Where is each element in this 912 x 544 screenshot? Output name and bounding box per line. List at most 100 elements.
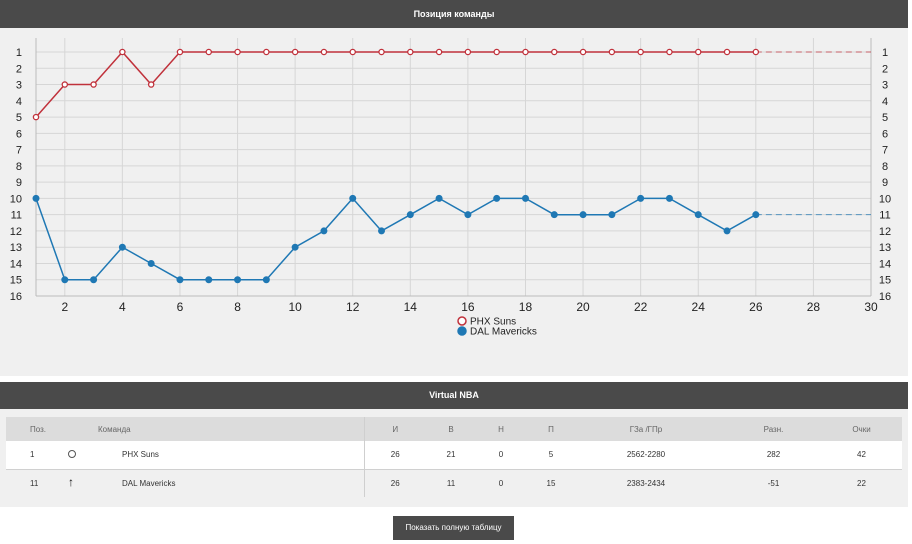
y-tick-label-right: 2 xyxy=(882,63,888,75)
legend-label-0: PHX Suns xyxy=(470,317,516,328)
x-tick-label: 2 xyxy=(61,300,68,314)
row-draws: 0 xyxy=(476,469,526,497)
series-line-0 xyxy=(35,50,756,118)
data-point xyxy=(147,81,155,88)
data-point xyxy=(205,276,213,284)
table-row[interactable]: 1 PHX Suns 26 21 0 5 2562-2280 282 42 xyxy=(6,441,902,470)
arrow-up-icon: ↑ xyxy=(68,469,98,497)
y-tick-label-left: 4 xyxy=(16,96,22,108)
standings-table: Поз. Команда И В Н П ГЗа /ГПр Разн. Очки… xyxy=(6,417,902,497)
header-icon xyxy=(68,417,98,441)
data-point xyxy=(723,227,731,235)
y-tick-label-left: 9 xyxy=(16,177,22,189)
legend-marker-0 xyxy=(457,316,467,326)
row-games: 26 xyxy=(363,441,426,470)
x-tick-label: 28 xyxy=(807,300,821,314)
y-tick-label-left: 6 xyxy=(16,128,22,140)
data-point xyxy=(435,48,443,56)
header-goals: ГЗа /ГПр xyxy=(576,417,716,441)
data-point xyxy=(752,48,760,56)
table-panel-header: Virtual NBA xyxy=(0,382,908,409)
y-tick-label-right: 4 xyxy=(882,96,888,108)
data-point xyxy=(291,243,299,251)
standings-panel: Поз. Команда И В Н П ГЗа /ГПр Разн. Очки… xyxy=(0,409,908,507)
data-point xyxy=(378,227,386,235)
y-tick-label-right: 10 xyxy=(879,193,891,205)
chart-panel: 1 1 2 2 3 3 4 4 5 5 6 6 7 7 8 8 9 9 10 10 11 11 12 12 13 13 14 14 15… xyxy=(0,28,908,376)
row-team: PHX Suns xyxy=(98,441,364,470)
y-tick-label-left: 8 xyxy=(16,161,22,173)
y-tick-label-left: 13 xyxy=(10,242,22,254)
y-tick-label-right: 1 xyxy=(882,47,888,59)
header-team: Команда xyxy=(98,417,364,441)
data-point xyxy=(551,48,558,56)
table-row[interactable]: 11 ↑ DAL Mavericks 26 11 0 15 2383-2434 … xyxy=(6,469,902,497)
x-tick-label: 26 xyxy=(749,300,763,314)
y-tick-label-left: 12 xyxy=(10,226,22,238)
legend-marker-1 xyxy=(457,326,467,336)
y-tick-label-right: 13 xyxy=(879,242,891,254)
data-point xyxy=(119,48,126,56)
y-tick-label-right: 16 xyxy=(879,291,891,303)
show-full-table-button[interactable]: Показать полную таблицу xyxy=(393,516,514,540)
y-tick-label-right: 6 xyxy=(882,128,888,140)
x-tick-label: 20 xyxy=(576,300,590,314)
data-point xyxy=(263,48,270,56)
data-point xyxy=(435,194,443,202)
table-header-row: Поз. Команда И В Н П ГЗа /ГПр Разн. Очки xyxy=(6,417,902,441)
data-point xyxy=(262,276,270,284)
x-tick-label: 8 xyxy=(234,300,241,314)
data-point xyxy=(349,48,356,56)
data-point xyxy=(118,243,126,251)
x-tick-label: 30 xyxy=(864,300,878,314)
y-tick-label-left: 11 xyxy=(11,210,22,222)
data-point xyxy=(205,48,213,56)
x-tick-label: 22 xyxy=(634,300,648,314)
x-tick-label: 14 xyxy=(404,300,418,314)
row-draws: 0 xyxy=(476,441,526,470)
y-tick-label-right: 8 xyxy=(882,161,888,173)
row-pos: 1 xyxy=(6,441,68,470)
row-losses: 5 xyxy=(526,441,576,470)
data-point xyxy=(320,48,328,56)
y-tick-label-left: 15 xyxy=(10,275,22,287)
header-pos: Поз. xyxy=(6,417,68,441)
y-tick-label-right: 15 xyxy=(879,275,891,287)
data-point xyxy=(637,194,645,202)
data-point xyxy=(147,259,155,267)
data-point xyxy=(90,81,97,88)
data-point xyxy=(464,48,472,56)
data-point xyxy=(493,48,500,56)
row-goals: 2383-2434 xyxy=(576,469,716,497)
data-point xyxy=(608,48,616,56)
data-point xyxy=(90,276,98,284)
header-draws: Н xyxy=(476,417,526,441)
x-tick-label: 6 xyxy=(177,300,184,314)
y-tick-label-left: 5 xyxy=(16,112,22,124)
data-point xyxy=(32,194,40,202)
data-point xyxy=(665,194,673,202)
x-tick-label: 16 xyxy=(461,300,475,314)
data-point xyxy=(694,211,702,219)
row-wins: 21 xyxy=(426,441,476,470)
data-point xyxy=(493,194,501,202)
data-point xyxy=(521,194,529,202)
row-points: 42 xyxy=(831,441,902,470)
y-tick-label-right: 14 xyxy=(879,258,891,270)
x-tick-label: 10 xyxy=(288,300,302,314)
ring-icon xyxy=(68,441,98,470)
legend-label-1: DAL Mavericks xyxy=(470,327,537,338)
data-point xyxy=(666,48,673,56)
data-point xyxy=(378,48,385,56)
data-point xyxy=(550,211,558,219)
x-tick-label: 18 xyxy=(519,300,533,314)
y-tick-label-left: 16 xyxy=(10,291,22,303)
data-point xyxy=(320,227,328,235)
y-tick-label-right: 12 xyxy=(879,226,891,238)
data-point xyxy=(694,48,702,56)
y-tick-label-left: 10 xyxy=(10,193,22,205)
row-diff: -51 xyxy=(716,469,831,497)
row-games: 26 xyxy=(363,469,426,497)
y-tick-label-right: 7 xyxy=(882,145,888,157)
